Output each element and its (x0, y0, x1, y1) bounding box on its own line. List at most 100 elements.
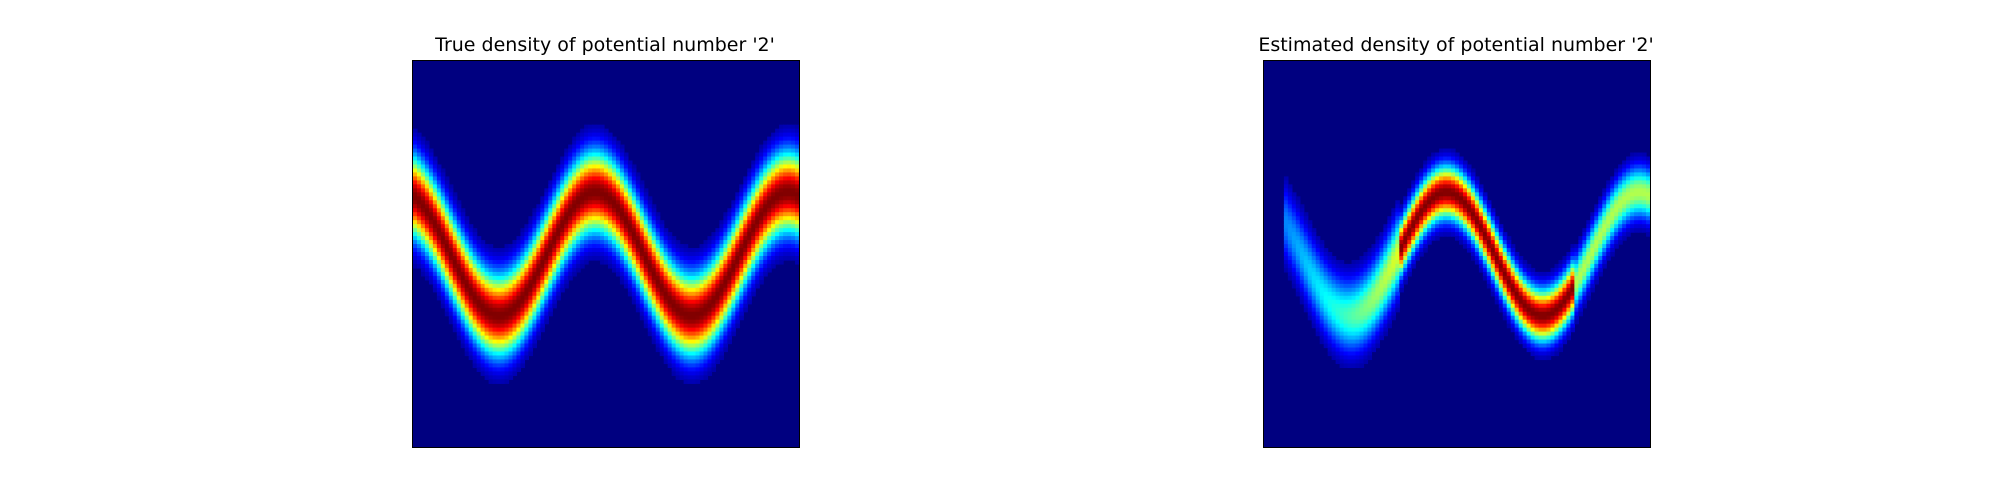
heatmap-cell (524, 315, 529, 321)
heatmap-cell (655, 311, 661, 317)
heatmap-cell (651, 307, 657, 313)
heatmap-cell (472, 287, 478, 293)
heatmap-cell (1343, 343, 1349, 349)
heatmap-cell (747, 212, 752, 217)
heatmap-cell (1335, 323, 1341, 329)
heatmap-cell (568, 244, 573, 249)
heatmap-cell (480, 315, 486, 321)
heatmap-cell (564, 204, 569, 209)
heatmap-cell (795, 255, 799, 261)
heatmap-cell (775, 208, 780, 213)
heatmap-cell (635, 283, 641, 289)
heatmap-cell (1323, 259, 1329, 265)
heatmap-cell (1383, 319, 1388, 325)
heatmap-cell (1331, 291, 1337, 297)
heatmap-cell (1351, 311, 1357, 317)
heatmap-cell (687, 275, 693, 281)
heatmap-cell (413, 252, 418, 257)
heatmap-cell (731, 295, 736, 301)
heatmap-cell (775, 216, 780, 221)
heatmap-cell (572, 156, 577, 162)
heatmap-cell (508, 319, 514, 325)
heatmap-cell (739, 283, 744, 289)
heatmap-cell (484, 295, 490, 301)
heatmap-cell (743, 295, 748, 301)
heatmap-cell (508, 327, 514, 333)
heatmap-cell (540, 212, 545, 217)
heatmap-cell (1518, 319, 1524, 325)
heatmap-cell (1291, 267, 1297, 273)
heatmap-cell (627, 196, 633, 201)
heatmap-cell (524, 323, 529, 329)
heatmap-cell (532, 283, 537, 289)
heatmap-cell (791, 196, 796, 201)
heatmap-cell (528, 263, 533, 269)
heatmap-cell (528, 335, 533, 341)
heatmap-cell (1303, 212, 1309, 217)
heatmap-cell (552, 299, 557, 305)
heatmap-cell (428, 196, 434, 201)
heatmap-cell (1379, 271, 1384, 277)
heatmap-cell (492, 279, 498, 285)
heatmap-cell (651, 267, 657, 273)
heatmap-cell (1283, 204, 1289, 209)
heatmap-cell (1431, 212, 1436, 217)
heatmap-cell (651, 220, 657, 225)
heatmap-cell (751, 192, 756, 197)
heatmap-cell (1303, 271, 1309, 277)
heatmap-cell (424, 148, 430, 154)
heatmap-cell (687, 339, 693, 345)
heatmap-cell (1427, 156, 1432, 162)
heatmap-cell (1514, 311, 1520, 317)
heatmap-cell (1498, 291, 1504, 297)
heatmap-cell (520, 331, 526, 337)
heatmap-cell (723, 279, 728, 285)
heatmap-cell (468, 236, 474, 241)
heatmap-cell (731, 291, 736, 297)
heatmap-cell (1375, 315, 1380, 321)
heatmap-cell (572, 200, 577, 205)
heatmap-cell (767, 216, 772, 221)
heatmap-cell (484, 351, 490, 357)
heatmap-cell (560, 228, 565, 233)
heatmap-cell (1391, 311, 1396, 317)
heatmap-cell (747, 192, 752, 197)
heatmap-cell (464, 248, 470, 253)
heatmap-cell (468, 327, 474, 333)
heatmap-cell (679, 343, 685, 349)
heatmap-cell (524, 267, 529, 273)
heatmap-cell (1395, 255, 1400, 261)
heatmap-cell (691, 259, 697, 265)
heatmap-cell (440, 204, 446, 209)
heatmap-cell (771, 228, 776, 233)
heatmap-cell (619, 164, 625, 170)
heatmap-cell (548, 180, 553, 185)
heatmap-cell (576, 188, 581, 193)
heatmap-cell (556, 220, 561, 225)
heatmap-cell (592, 144, 597, 150)
heatmap-cell (723, 236, 728, 241)
heatmap-cell (456, 248, 462, 253)
heatmap-cell (576, 224, 581, 229)
heatmap-cell (572, 216, 577, 221)
heatmap-cell (524, 335, 529, 341)
heatmap-cell (1419, 172, 1424, 177)
heatmap-cell (1462, 168, 1468, 174)
heatmap-cell (727, 291, 732, 297)
heatmap-cell (659, 236, 665, 241)
heatmap-cell (687, 319, 693, 325)
heatmap-cell (1363, 287, 1369, 293)
heatmap-cell (1387, 259, 1392, 265)
heatmap-cell (440, 196, 446, 201)
heatmap-cell (767, 196, 772, 201)
heatmap-cell (1395, 263, 1400, 269)
heatmap-cell (723, 220, 728, 225)
heatmap-cell (580, 164, 585, 170)
heatmap-cell (631, 259, 637, 265)
heatmap-cell (755, 283, 760, 289)
heatmap-cell (592, 248, 597, 253)
heatmap-cell (1534, 311, 1540, 317)
heatmap-cell (1355, 323, 1361, 329)
heatmap-cell (783, 164, 788, 170)
heatmap-cell (1466, 244, 1472, 249)
